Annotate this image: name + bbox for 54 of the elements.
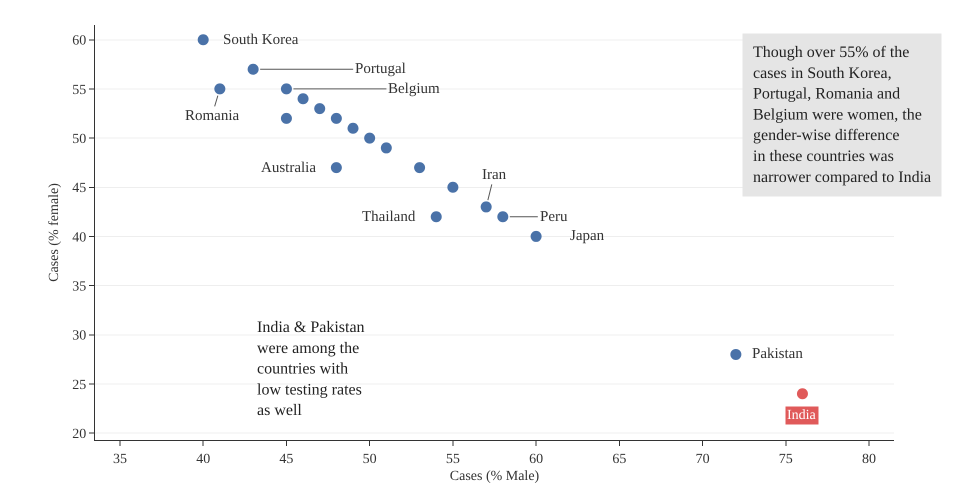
y-tick-label: 50 (72, 132, 86, 147)
point (330, 162, 342, 174)
point (214, 83, 226, 94)
point (364, 132, 376, 144)
point (530, 230, 542, 242)
annotation: India (787, 408, 817, 423)
annotation: Belgium (388, 81, 440, 97)
annotation: Japan (570, 228, 605, 244)
point (796, 388, 808, 400)
x-tick-label: 65 (612, 452, 626, 467)
point (380, 142, 392, 154)
y-tick-label: 60 (72, 34, 86, 49)
annotation: Though over 55% of the cases in South Korea, Portugal, Romania and Belgium were women, the gender-wise difference in these countries was narrower compared to India (753, 44, 932, 186)
x-tick-label: 60 (529, 452, 544, 467)
point (280, 83, 292, 94)
annotation: Peru (540, 209, 568, 225)
y-tick-label: 20 (72, 427, 86, 442)
y-axis-title: Cases (% female) (46, 182, 62, 282)
y-tick-label: 55 (72, 82, 86, 98)
point (430, 211, 442, 222)
annotation: India & Pakistan were among the countries with low testing rates as well (257, 319, 365, 420)
annotation: Iran (482, 167, 507, 183)
annotation: Romania (185, 108, 240, 124)
annotation: Portugal (355, 61, 406, 77)
x-tick-label: 55 (446, 452, 460, 467)
point (730, 348, 742, 360)
annotation: Thailand (362, 209, 416, 225)
annotation: Australia (261, 160, 316, 176)
point (314, 103, 326, 114)
point (248, 64, 259, 75)
x-tick-label: 75 (778, 452, 793, 467)
x-tick-label: 70 (696, 452, 710, 467)
x-tick-label: 45 (279, 452, 294, 467)
point (447, 182, 458, 193)
x-tick-label: 80 (862, 452, 876, 467)
point (414, 162, 426, 174)
x-axis-title: Cases (% Male) (450, 469, 540, 484)
point (497, 211, 508, 222)
point (198, 34, 209, 46)
y-tick-label: 40 (72, 230, 86, 246)
point (480, 201, 492, 212)
annotation: South Korea (223, 32, 299, 48)
point (280, 112, 292, 124)
y-tick-label: 45 (72, 181, 86, 196)
x-tick-label: 50 (362, 452, 377, 467)
x-tick-label: 35 (112, 452, 127, 467)
annotation: Pakistan (752, 346, 804, 362)
x-tick-label: 40 (196, 452, 210, 467)
point (348, 122, 359, 134)
point (330, 112, 342, 124)
y-tick-label: 30 (72, 328, 86, 344)
y-tick-label: 35 (72, 280, 86, 294)
y-tick-label: 25 (72, 378, 86, 393)
point (298, 93, 309, 104)
